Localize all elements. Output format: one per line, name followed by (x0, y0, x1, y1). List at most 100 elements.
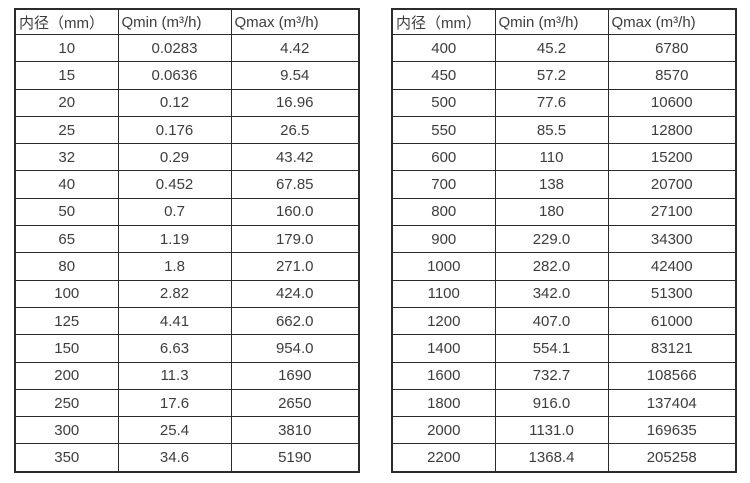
table-cell: 20 (14, 88, 119, 117)
table-cell: 554.1 (494, 334, 609, 363)
table-cell: 138 (494, 170, 609, 199)
table-cell: 2650 (230, 388, 360, 418)
table-cell: 150 (14, 334, 119, 363)
table-cell: 169635 (607, 416, 737, 445)
table-cell: 1131.0 (494, 416, 609, 445)
table-cell: 3810 (230, 416, 360, 445)
table-cell: 550 (391, 115, 496, 145)
table-cell: 342.0 (494, 279, 609, 308)
table-cell: 6.63 (117, 334, 232, 363)
table-cell: 450 (391, 61, 496, 90)
table-cell: 11.3 (117, 361, 232, 390)
table-cell: 65 (14, 225, 119, 254)
table-cell: 25 (14, 115, 119, 145)
table-cell: 4.41 (117, 306, 232, 336)
table-cell: 662.0 (230, 306, 360, 336)
table-cell: 900 (391, 225, 496, 254)
table-cell: 12800 (607, 115, 737, 145)
table-row: 600 110 15200 (391, 143, 737, 172)
table-cell: 20700 (607, 170, 737, 199)
table-cell: 83121 (607, 334, 737, 363)
table-row: 400 45.2 6780 (391, 33, 737, 63)
table-cell: 32 (14, 143, 119, 172)
table-cell: 300 (14, 416, 119, 445)
table-cell: 0.7 (117, 197, 232, 227)
table-row: 450 57.2 8570 (391, 61, 737, 90)
table-cell: 137404 (607, 388, 737, 418)
table-cell: 43.42 (230, 143, 360, 172)
table-cell: 282.0 (494, 252, 609, 281)
table-cell: 350 (14, 443, 119, 473)
header-row: 内径（mm） Qmin (m³/h) Qmax (m³/h) (14, 8, 360, 35)
table-cell: 42400 (607, 252, 737, 281)
table-row: 550 85.5 12800 (391, 115, 737, 145)
table-cell: 6780 (607, 33, 737, 63)
table-cell: 61000 (607, 306, 737, 336)
table-cell: 0.12 (117, 88, 232, 117)
table-cell: 45.2 (494, 33, 609, 63)
column-header: Qmax (m³/h) (230, 8, 360, 35)
table-cell: 732.7 (494, 361, 609, 390)
table-cell: 8570 (607, 61, 737, 90)
table-row: 65 1.19 179.0 (14, 225, 360, 254)
table-cell: 0.0636 (117, 61, 232, 90)
table-row: 20 0.12 16.96 (14, 88, 360, 117)
table-header: 内径（mm） Qmin (m³/h) Qmax (m³/h) (14, 8, 360, 35)
column-header: Qmin (m³/h) (117, 8, 232, 35)
table-cell: 954.0 (230, 334, 360, 363)
table-cell: 1690 (230, 361, 360, 390)
table-cell: 34300 (607, 225, 737, 254)
table-row: 250 17.6 2650 (14, 388, 360, 418)
table-cell: 125 (14, 306, 119, 336)
table-cell: 1368.4 (494, 443, 609, 473)
table-cell: 800 (391, 197, 496, 227)
table-cell: 500 (391, 88, 496, 117)
table-cell: 0.452 (117, 170, 232, 199)
table-row: 2000 1131.0 169635 (391, 416, 737, 445)
table-cell: 1400 (391, 334, 496, 363)
table-cell: 51300 (607, 279, 737, 308)
table-cell: 400 (391, 33, 496, 63)
table-cell: 0.29 (117, 143, 232, 172)
table-cell: 2000 (391, 416, 496, 445)
table-cell: 916.0 (494, 388, 609, 418)
header-row: 内径（mm） Qmin (m³/h) Qmax (m³/h) (391, 8, 737, 35)
table-cell: 1200 (391, 306, 496, 336)
table-cell: 25.4 (117, 416, 232, 445)
table-row: 10 0.0283 4.42 (14, 33, 360, 63)
table-header: 内径（mm） Qmin (m³/h) Qmax (m³/h) (391, 8, 737, 35)
table-cell: 700 (391, 170, 496, 199)
table-cell: 57.2 (494, 61, 609, 90)
table-cell: 100 (14, 279, 119, 308)
table-cell: 160.0 (230, 197, 360, 227)
table-cell: 0.0283 (117, 33, 232, 63)
table-row: 2200 1368.4 205258 (391, 443, 737, 473)
table-row: 125 4.41 662.0 (14, 306, 360, 336)
table-row: 1800 916.0 137404 (391, 388, 737, 418)
table-row: 800 180 27100 (391, 197, 737, 227)
table-row: 1200 407.0 61000 (391, 306, 737, 336)
table-cell: 180 (494, 197, 609, 227)
column-header: Qmin (m³/h) (494, 8, 609, 35)
table-cell: 26.5 (230, 115, 360, 145)
table-row: 25 0.176 26.5 (14, 115, 360, 145)
table-row: 350 34.6 5190 (14, 443, 360, 473)
flow-spec-table-left: 内径（mm） Qmin (m³/h) Qmax (m³/h) 10 0.0283 4.4… (14, 8, 360, 473)
table-cell: 85.5 (494, 115, 609, 145)
table-cell: 1800 (391, 388, 496, 418)
table-row: 100 2.82 424.0 (14, 279, 360, 308)
table-cell: 1600 (391, 361, 496, 390)
table-cell: 200 (14, 361, 119, 390)
table-row: 32 0.29 43.42 (14, 143, 360, 172)
table-row: 700 138 20700 (391, 170, 737, 199)
table-cell: 1000 (391, 252, 496, 281)
table-row: 500 77.6 10600 (391, 88, 737, 117)
table-cell: 4.42 (230, 33, 360, 63)
table-cell: 2.82 (117, 279, 232, 308)
table-row: 300 25.4 3810 (14, 416, 360, 445)
table-cell: 1.8 (117, 252, 232, 281)
table-row: 200 11.3 1690 (14, 361, 360, 390)
table-row: 1000 282.0 42400 (391, 252, 737, 281)
table-cell: 50 (14, 197, 119, 227)
